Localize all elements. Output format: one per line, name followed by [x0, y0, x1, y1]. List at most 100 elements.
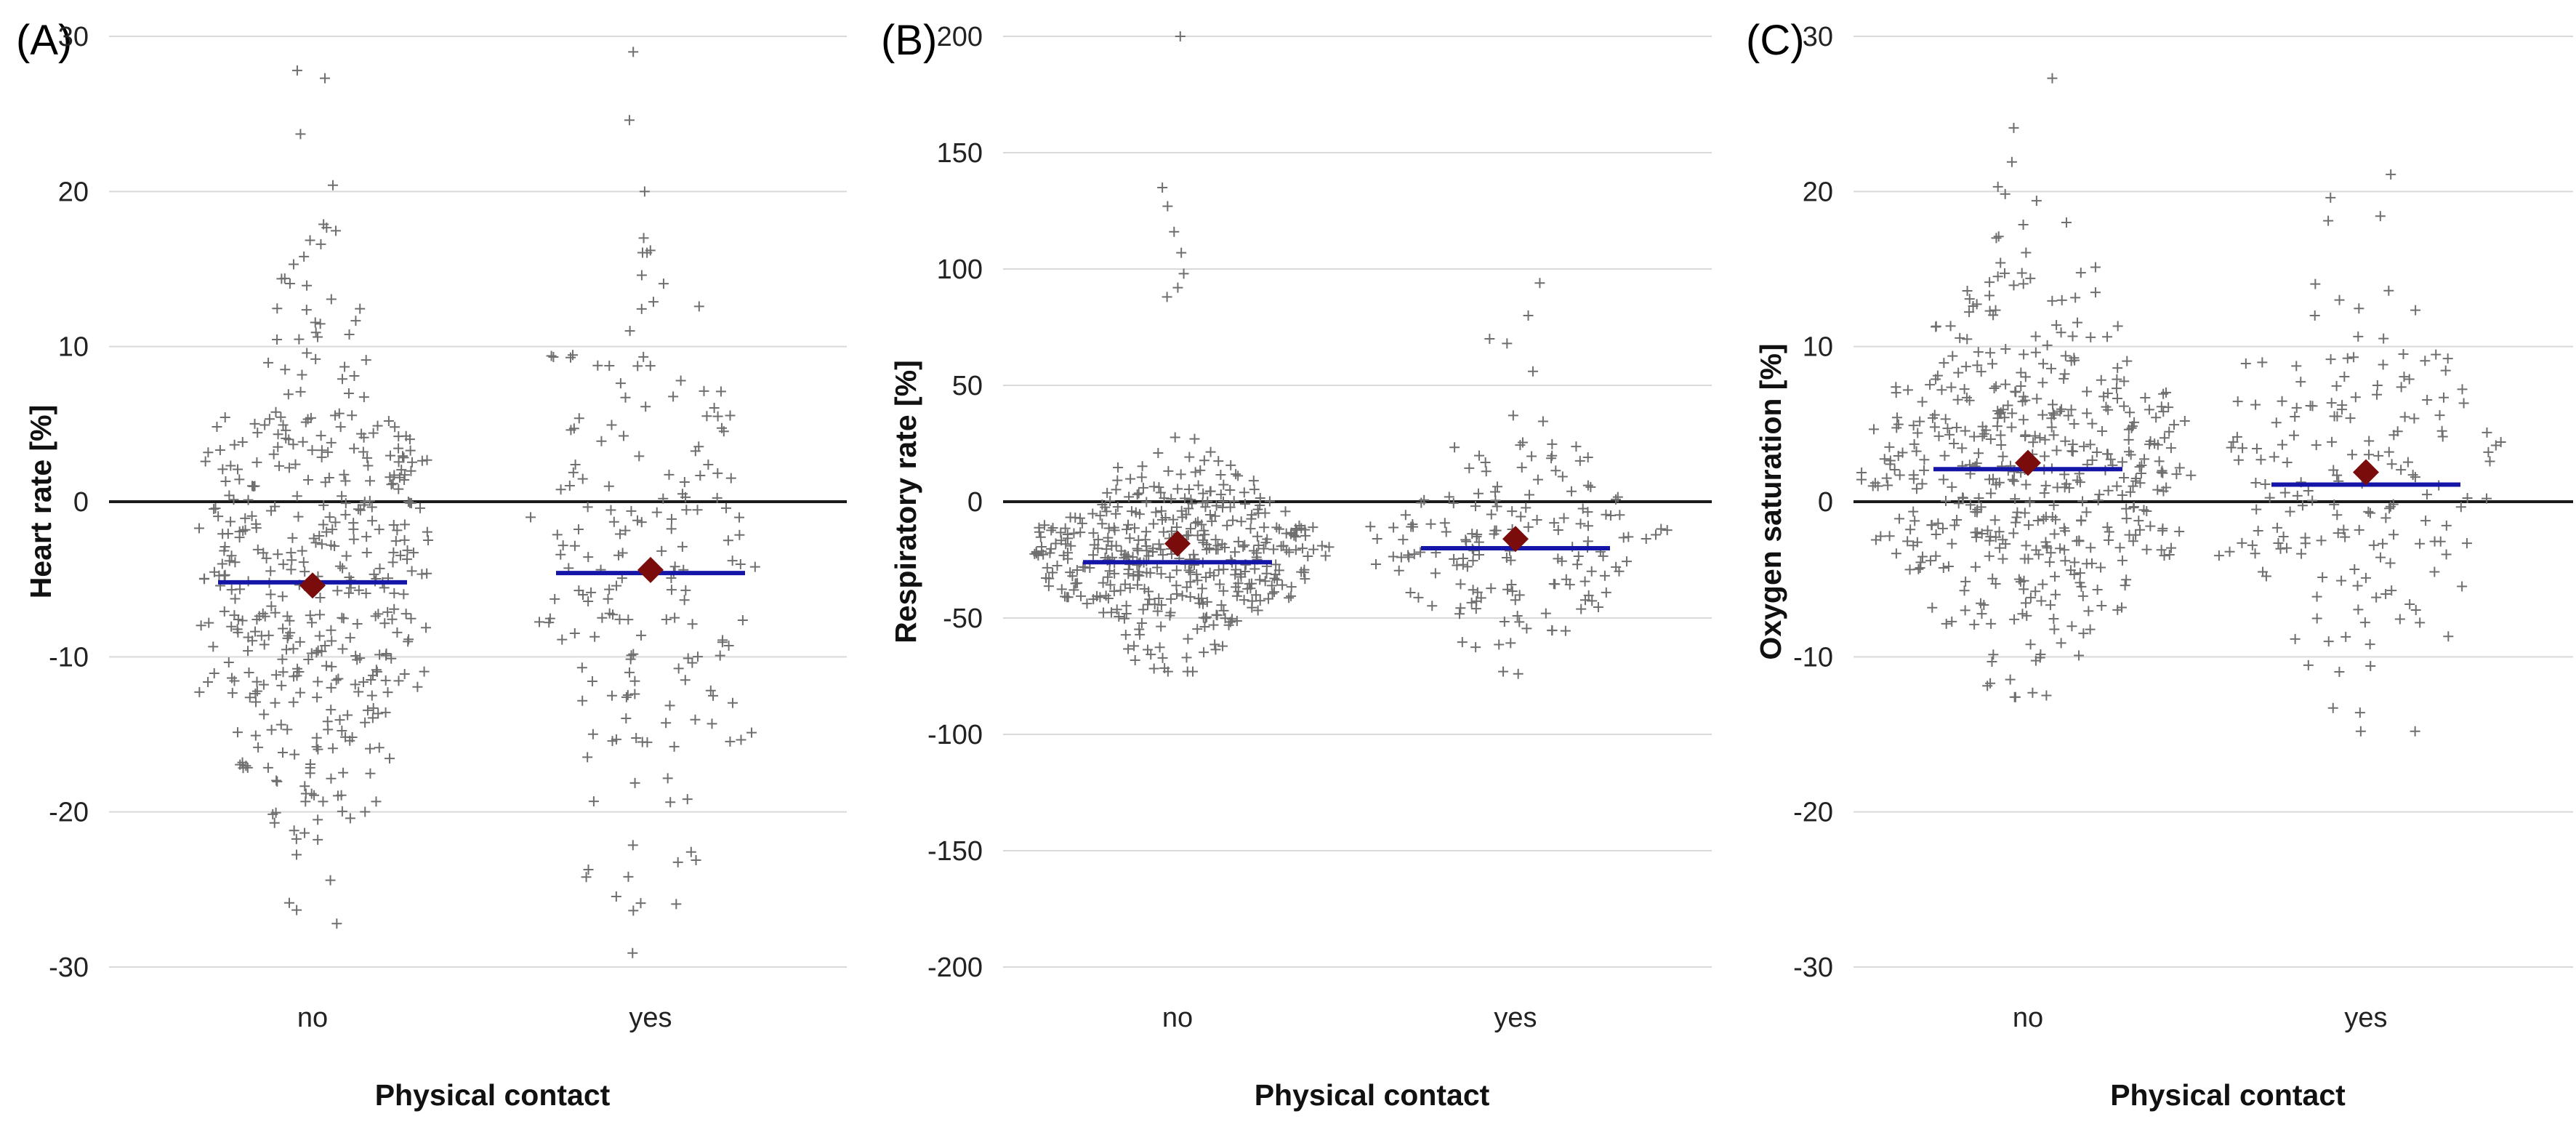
data-point	[1198, 537, 1209, 548]
data-point	[2348, 352, 2359, 363]
data-point	[2130, 473, 2141, 484]
data-point	[2285, 506, 2295, 517]
data-point	[1273, 565, 1284, 576]
data-point	[2060, 556, 2071, 566]
data-point	[615, 529, 626, 540]
data-point	[302, 280, 313, 291]
data-point	[2032, 516, 2043, 526]
data-point	[1884, 441, 1895, 452]
data-point	[2431, 349, 2442, 360]
data-point	[315, 318, 326, 329]
data-point	[1192, 575, 1203, 586]
data-point	[2119, 401, 2130, 412]
data-point	[2007, 408, 2018, 419]
data-point	[1523, 521, 1534, 532]
data-point	[235, 759, 246, 770]
data-point	[1513, 668, 1524, 679]
data-point	[1103, 593, 1114, 603]
data-point	[326, 661, 337, 672]
data-point	[276, 273, 287, 284]
data-point	[725, 736, 736, 747]
data-point	[421, 622, 432, 633]
data-point	[1157, 183, 1168, 193]
data-point	[314, 630, 325, 641]
data-point	[380, 675, 391, 686]
data-point	[611, 891, 621, 902]
data-point	[1200, 502, 1211, 513]
data-point	[244, 692, 255, 703]
data-point	[1076, 518, 1087, 529]
data-point	[363, 460, 374, 471]
data-point	[1409, 549, 1420, 560]
data-point	[2040, 434, 2050, 445]
data-point	[1130, 654, 1140, 665]
data-point	[1599, 570, 1610, 581]
data-point	[1917, 396, 1928, 407]
data-point	[1546, 453, 1557, 464]
data-point	[1947, 616, 1957, 627]
data-point	[2083, 606, 2094, 617]
data-point	[2462, 493, 2473, 504]
data-point	[2309, 310, 2320, 321]
data-point	[1188, 549, 1199, 560]
data-point	[388, 547, 399, 558]
data-point	[1135, 629, 1146, 640]
data-point	[1413, 592, 1424, 603]
data-point	[2059, 545, 2070, 556]
data-point	[2048, 614, 2059, 625]
data-point	[1101, 544, 1112, 555]
data-point	[2436, 425, 2447, 436]
data-point	[217, 464, 228, 475]
data-point	[1129, 641, 1140, 651]
data-point	[2047, 512, 2058, 523]
data-point	[2364, 639, 2375, 650]
data-point	[2482, 427, 2492, 438]
data-point	[2429, 536, 2440, 547]
data-point	[288, 439, 299, 450]
data-point	[2388, 430, 2399, 441]
data-point	[1388, 522, 1399, 533]
data-point	[664, 700, 675, 711]
data-point	[310, 537, 321, 548]
data-point	[626, 650, 637, 661]
data-point	[327, 180, 338, 190]
data-point	[629, 689, 640, 699]
data-point	[2372, 389, 2383, 400]
data-point	[1990, 532, 2001, 542]
data-point	[690, 714, 701, 725]
data-point	[1148, 663, 1159, 674]
data-point	[1893, 450, 1904, 461]
data-point	[1441, 526, 1452, 537]
data-point	[2082, 408, 2093, 419]
data-point	[1123, 643, 1134, 654]
data-point	[1949, 520, 1960, 531]
data-point	[2021, 610, 2032, 621]
data-point	[1560, 625, 1571, 636]
data-point	[2355, 726, 2366, 737]
data-point	[330, 517, 341, 528]
data-point	[1204, 567, 1215, 578]
data-point	[615, 378, 626, 389]
data-point	[2240, 358, 2251, 369]
data-point	[2030, 347, 2041, 358]
data-point	[1271, 559, 1281, 570]
data-point	[283, 389, 294, 400]
data-point	[2237, 443, 2248, 454]
data-point	[316, 646, 327, 657]
data-point	[2121, 513, 2132, 524]
data-point	[2323, 636, 2334, 647]
data-point	[268, 449, 279, 460]
data-point	[2117, 555, 2128, 566]
data-point	[1202, 496, 1213, 507]
data-point	[2055, 406, 2066, 417]
data-point	[2044, 557, 2055, 568]
data-point	[270, 807, 281, 818]
data-point	[1066, 540, 1076, 551]
data-point	[2092, 585, 2103, 595]
data-point	[2421, 489, 2432, 500]
data-point	[2049, 529, 2060, 540]
data-point	[339, 361, 350, 372]
data-point	[229, 439, 240, 450]
data-point	[1468, 585, 1478, 595]
data-point	[664, 469, 675, 480]
